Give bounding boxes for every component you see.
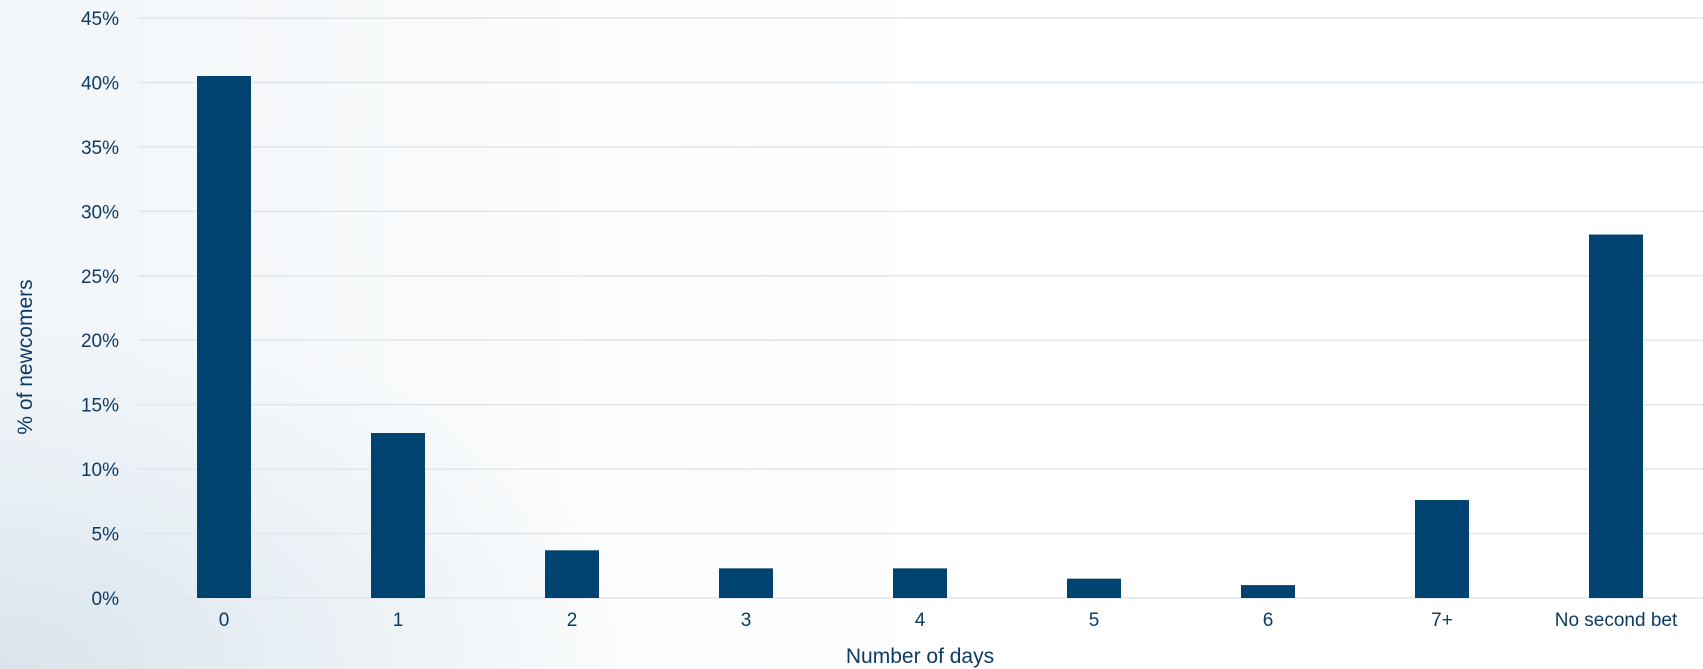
bar-0 [197,76,251,598]
bar-3 [719,568,773,598]
y-tick-label: 25% [81,267,119,288]
y-tick-label: 5% [92,525,120,546]
x-tick-label: 5 [1089,610,1100,631]
y-tick-label: 40% [81,73,119,94]
x-tick-label: 0 [219,610,230,631]
y-tick-label: 15% [81,396,119,417]
y-tick-label: 30% [81,202,119,223]
y-tick-label: 10% [81,460,119,481]
x-tick-label: No second bet [1555,610,1678,631]
bar-6 [1241,585,1295,598]
bar-4 [893,568,947,598]
y-axis-ticks: 0% 5% 10% 15% 20% 25% 30% 35% 40% 45% [81,9,119,610]
x-tick-label: 1 [393,610,404,631]
bar-5 [1067,579,1121,598]
y-tick-label: 35% [81,138,119,159]
bar-no-second-bet [1589,235,1643,598]
x-tick-label: 2 [567,610,578,631]
x-tick-label: 3 [741,610,752,631]
y-tick-label: 45% [81,9,119,30]
y-axis-title: % of newcomers [14,279,37,434]
bar-7 [1415,500,1469,598]
y-tick-label: 20% [81,331,119,352]
bar-2 [545,550,599,598]
x-tick-label: 6 [1263,610,1274,631]
x-axis-ticks: 0 1 2 3 4 5 6 7+ No second bet [219,610,1678,631]
x-axis-title: Number of days [846,645,994,668]
x-tick-label: 7+ [1431,610,1453,631]
y-tick-label: 0% [92,589,120,610]
bar-1 [371,433,425,598]
bars [197,76,1643,598]
x-tick-label: 4 [915,610,926,631]
